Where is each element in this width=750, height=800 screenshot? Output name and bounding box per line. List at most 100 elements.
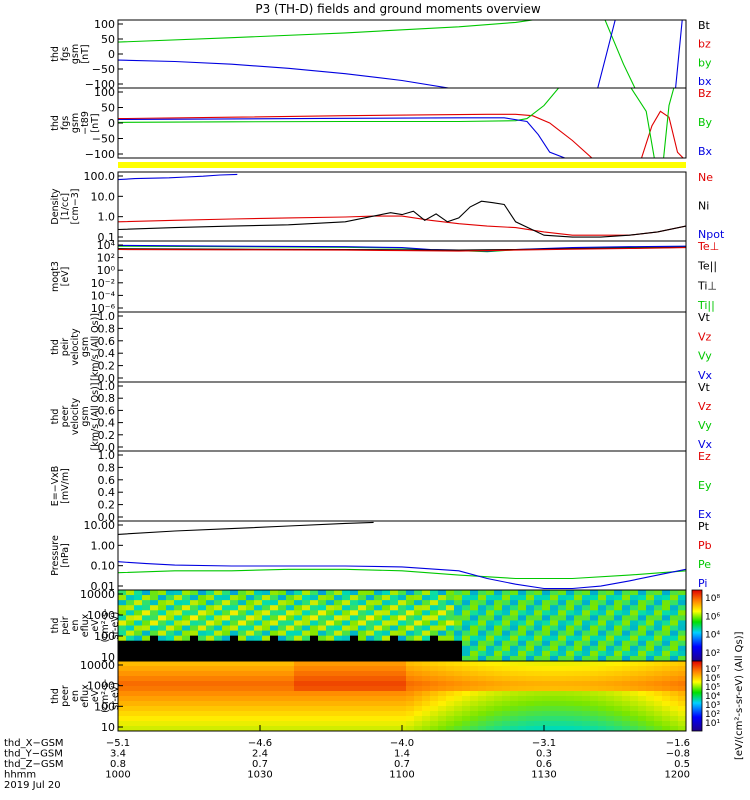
x-tick-value: −4.0	[390, 738, 414, 749]
y-tick-label: 1.00	[91, 539, 116, 552]
y-tick-label: 1000	[87, 609, 115, 622]
y-tick-label: 10000	[80, 588, 115, 601]
legend-entry: Pb	[698, 539, 712, 552]
y-axis-label-line: eflux	[80, 684, 91, 708]
y-tick-label: 0.6	[98, 335, 116, 348]
colorbar-tick-label: 10⁸	[705, 594, 720, 604]
panel-frame	[117, 240, 687, 313]
spectrogram-peir_eflux	[118, 590, 686, 661]
y-tick-label: 0.4	[98, 347, 116, 360]
panel-fgs_gsm: 100 50 0 −50 −100 thdfgsgsm[nT] Bt bz by bx	[50, 18, 712, 91]
quality-flag-bar	[118, 162, 686, 168]
y-tick-label: 0.0	[98, 511, 116, 524]
legend-entry: Ex	[698, 508, 712, 521]
legend-entry: Ti||	[697, 299, 715, 312]
y-tick-label: 0.8	[98, 461, 116, 474]
panel-pressure: 10.00 1.00 0.10 0.01 Pressure[nPa] Pt Pb Pe Pi	[50, 519, 712, 593]
y-axis-label-line: velocity	[70, 328, 81, 366]
panel-frame	[117, 87, 687, 159]
colorbar-tick-label: 10⁵	[705, 683, 720, 693]
legend-entry: Bz	[698, 87, 712, 100]
legend-peer_velocity: Vt Vz Vy Vx	[698, 381, 713, 451]
colorbar-scale	[691, 660, 703, 732]
y-axis-label-line: [nPa]	[60, 543, 71, 568]
x-tick-value: 0.7	[252, 759, 268, 770]
y-axis-label-line: eV	[90, 689, 101, 702]
y-axis-label-line: gsm	[80, 406, 91, 426]
panel-frame	[117, 171, 687, 242]
y-tick-label: 10⁰	[97, 264, 116, 277]
y-axis-label-line: [nT]	[80, 44, 91, 63]
x-axis-row-label: thd_X−GSM	[4, 738, 64, 749]
y-tick-label: 0	[108, 117, 115, 130]
y-tick-label: 1.0	[98, 380, 116, 393]
legend-entry: Vz	[698, 400, 712, 413]
colorbar-tick-label: 10⁷	[705, 665, 720, 675]
y-tick-label: 100	[94, 18, 115, 31]
y-tick-label: 0.4	[98, 486, 116, 499]
colorbar-tick-label: 10¹	[705, 719, 720, 729]
y-axis-label-line: thd	[50, 409, 61, 425]
y-tick-label: 0.8	[98, 322, 116, 335]
y-axis-label-line: [nT]	[90, 113, 101, 132]
x-axis-row-label: 2019 Jul 20	[4, 780, 61, 791]
colorbar-scale	[691, 589, 703, 662]
legend-moqt3: Te⊥ Te|| Ti⊥ Ti||	[697, 240, 719, 312]
series-line-Pt	[118, 521, 374, 535]
panel-fgs_gsm_t89: 100 50 0 −50 −100 thdfgsgsm−t89[nT] Bz By Bx	[50, 86, 713, 161]
spectrogram-peer_eflux	[118, 661, 686, 731]
series-line-By	[118, 88, 675, 158]
series-line-Ne	[118, 215, 686, 236]
y-tick-label: 50	[101, 102, 115, 115]
legend-fgs_gsm: Bt bz by bx	[698, 19, 712, 88]
legend-entry: Vy	[698, 419, 712, 432]
figure-title: P3 (TH-D) fields and ground moments over…	[255, 2, 540, 16]
x-tick-value: 1030	[247, 770, 272, 781]
x-axis-row-label: thd_Y−GSM	[4, 749, 63, 760]
x-tick-value: 2.4	[252, 749, 268, 760]
y-tick-label: 0.2	[98, 499, 116, 512]
y-axis-label: thdfgsgsm−t89[nT]	[50, 111, 101, 135]
panel-group: 100500−50−100thdfgsgsm[nT]Btbzbybx100500…	[50, 18, 745, 760]
y-axis-label: thdpeirvelocitygsm[km/s (All Qs)]	[50, 313, 101, 381]
y-axis-label-line: Pressure	[50, 535, 61, 576]
y-tick-label: 1.0	[98, 449, 116, 462]
x-tick-value: −5.1	[106, 738, 130, 749]
y-axis-label-line: moqt3	[50, 261, 61, 292]
y-axis-label-line: velocity	[70, 398, 81, 436]
y-axis-label-line: (cm²-s-	[100, 679, 111, 713]
y-axis-label: thdfgsgsm[nT]	[50, 44, 91, 64]
colorbar-tick-label: 10⁴	[705, 692, 720, 702]
legend-entry: Ni	[698, 200, 709, 213]
y-tick-label: 10⁻⁴	[91, 289, 116, 302]
y-axis-label-line: peir	[60, 616, 71, 635]
legend-peir_velocity: Vt Vz Vy Vx	[698, 311, 713, 382]
y-axis-label-line: thd	[50, 688, 61, 704]
x-tick-value: 1100	[389, 770, 414, 781]
panel-peer_velocity: 1.00.80.60.40.20.0thdpeervelocitygsm[km/…	[50, 380, 713, 454]
y-axis-label-line: −t89	[80, 111, 91, 135]
series-line-Ni	[118, 200, 686, 238]
y-axis-label-line: gsm	[70, 113, 81, 133]
y-tick-label: 0.2	[98, 360, 116, 373]
legend-entry: Vx	[698, 438, 713, 451]
series-line-Bz	[118, 110, 684, 158]
colorbar-tick-label: 10⁶	[705, 674, 720, 684]
y-axis-label-line: peer	[60, 685, 71, 707]
y-tick-label: 10	[101, 651, 115, 664]
series-line-Bx	[118, 117, 567, 158]
series-line-Pe	[118, 568, 686, 580]
x-tick-value: 1.4	[394, 749, 410, 760]
legend-entry: Vx	[698, 369, 713, 382]
y-tick-label: 1.0	[98, 211, 116, 224]
y-axis-label-line: [mV/m]	[60, 468, 71, 504]
x-axis-row-label: hhmm	[4, 770, 36, 781]
legend-fgs_gsm_t89: Bz By Bx	[698, 87, 713, 158]
legend-entry: By	[698, 116, 713, 129]
legend-density: Ne Ni Npot	[698, 171, 725, 241]
x-tick-value: −0.8	[666, 749, 690, 760]
panel-efield: 1.00.80.60.40.20.0 E=−VxB[mV/m] Ez Ey Ex	[50, 449, 712, 524]
y-tick-label: 0.01	[91, 580, 116, 593]
series-line-Npot	[118, 173, 238, 181]
